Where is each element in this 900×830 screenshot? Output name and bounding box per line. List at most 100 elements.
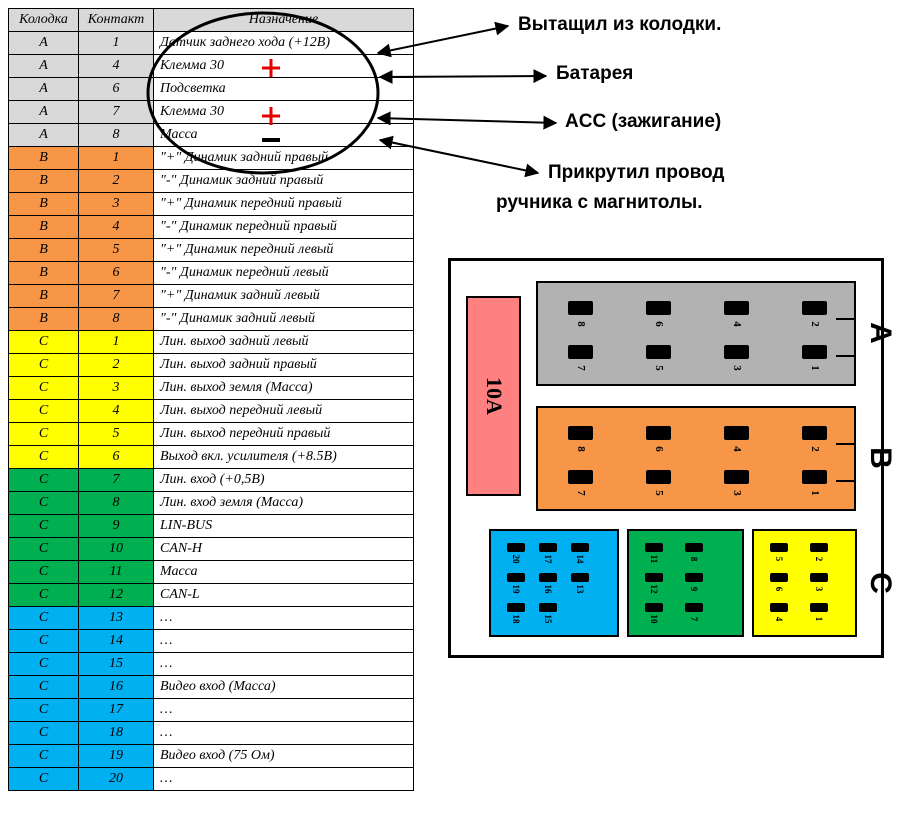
cell-purpose: "+" Динамик передний левый — [154, 239, 414, 262]
cell-contact: 7 — [79, 101, 154, 124]
pin-label: 4 — [731, 317, 743, 331]
table-header-row: Колодка Контакт Назначение — [9, 9, 414, 32]
annotation-note: ручника с магнитолы. — [496, 192, 703, 214]
pin-label: 13 — [575, 582, 585, 596]
pin-label: 6 — [653, 317, 665, 331]
annotation-note: Батарея — [556, 63, 633, 85]
table-row: B7"+" Динамик задний левый — [9, 285, 414, 308]
cell-block: C — [9, 469, 79, 492]
table-row: C12CAN-L — [9, 584, 414, 607]
cell-block: B — [9, 216, 79, 239]
pin — [810, 603, 828, 612]
table-row: A4Клемма 30 — [9, 55, 414, 78]
pin-label: 14 — [575, 552, 585, 566]
block-label-b: B — [863, 447, 897, 469]
cell-contact: 8 — [79, 124, 154, 147]
cell-purpose: Лин. выход земля (Масса) — [154, 377, 414, 400]
cell-block: A — [9, 55, 79, 78]
annotation-note: ACC (зажигание) — [565, 111, 721, 133]
pin — [568, 470, 593, 484]
cell-purpose: Лин. выход задний правый — [154, 354, 414, 377]
pin-label: 19 — [511, 582, 521, 596]
table-row: C10CAN-H — [9, 538, 414, 561]
table-row: C9LIN-BUS — [9, 515, 414, 538]
table-row: A6Подсветка — [9, 78, 414, 101]
cell-purpose: Клемма 30 — [154, 101, 414, 124]
col-header-purpose: Назначение — [154, 9, 414, 32]
pin — [571, 543, 589, 552]
pin-label: 10 — [649, 612, 659, 626]
connector-diagram: 10A A B C 864275318642753120171419161318… — [448, 258, 884, 658]
block-label-a: A — [863, 322, 897, 344]
pin-label: 8 — [575, 442, 587, 456]
pin-label: 11 — [649, 552, 659, 566]
table-row: C1Лин. выход задний левый — [9, 331, 414, 354]
pin-label: 3 — [731, 361, 743, 375]
cell-block: C — [9, 653, 79, 676]
cell-block: B — [9, 285, 79, 308]
pin — [802, 470, 827, 484]
table-row: C17… — [9, 699, 414, 722]
fuse-10a: 10A — [466, 296, 521, 496]
cell-block: B — [9, 308, 79, 331]
cell-contact: 8 — [79, 492, 154, 515]
pin-label: 4 — [731, 442, 743, 456]
fuse-label: 10A — [480, 377, 506, 415]
pin — [646, 345, 671, 359]
pin — [724, 301, 749, 315]
cell-purpose: Масса — [154, 561, 414, 584]
pin-label: 5 — [774, 552, 784, 566]
pin-label: 7 — [575, 361, 587, 375]
cell-purpose: Лин. выход передний правый — [154, 423, 414, 446]
cell-block: B — [9, 147, 79, 170]
col-header-block: Колодка — [9, 9, 79, 32]
pin — [724, 470, 749, 484]
pin — [685, 543, 703, 552]
connector-block-c-part: 118129107 — [627, 529, 744, 637]
cell-contact: 8 — [79, 308, 154, 331]
pin-label: 12 — [649, 582, 659, 596]
pin-label: 5 — [653, 486, 665, 500]
cell-purpose: Видео вход (Масса) — [154, 676, 414, 699]
table-row: C15… — [9, 653, 414, 676]
cell-contact: 20 — [79, 768, 154, 791]
cell-contact: 17 — [79, 699, 154, 722]
table-row: C13… — [9, 607, 414, 630]
cell-purpose: LIN-BUS — [154, 515, 414, 538]
pin-label: 6 — [653, 442, 665, 456]
pin — [571, 573, 589, 582]
table-row: A1Датчик заднего хода (+12В) — [9, 32, 414, 55]
cell-contact: 1 — [79, 32, 154, 55]
col-header-contact: Контакт — [79, 9, 154, 32]
pin — [507, 573, 525, 582]
cell-block: C — [9, 630, 79, 653]
pin — [568, 345, 593, 359]
cell-block: B — [9, 170, 79, 193]
pin-label: 9 — [689, 582, 699, 596]
cell-block: C — [9, 768, 79, 791]
cell-block: C — [9, 354, 79, 377]
cell-purpose: "-" Динамик задний правый — [154, 170, 414, 193]
cell-purpose: "+" Динамик задний правый — [154, 147, 414, 170]
cell-purpose: "-" Динамик передний правый — [154, 216, 414, 239]
pin-label: 1 — [809, 361, 821, 375]
pin-label: 2 — [814, 552, 824, 566]
cell-block: C — [9, 400, 79, 423]
cell-contact: 1 — [79, 147, 154, 170]
pin-label: 3 — [731, 486, 743, 500]
pin — [646, 301, 671, 315]
cell-purpose: Лин. выход задний левый — [154, 331, 414, 354]
table-row: B4"-" Динамик передний правый — [9, 216, 414, 239]
cell-block: C — [9, 423, 79, 446]
pin — [802, 345, 827, 359]
cell-block: C — [9, 492, 79, 515]
pin — [770, 603, 788, 612]
cell-purpose: Лин. вход земля (Масса) — [154, 492, 414, 515]
wiring-pinout-diagram: Колодка Контакт Назначение A1Датчик задн… — [8, 8, 892, 822]
pin-label: 2 — [809, 317, 821, 331]
pin-label: 8 — [575, 317, 587, 331]
pin — [810, 573, 828, 582]
table-row: B5"+" Динамик передний левый — [9, 239, 414, 262]
pin — [646, 470, 671, 484]
cell-block: C — [9, 722, 79, 745]
